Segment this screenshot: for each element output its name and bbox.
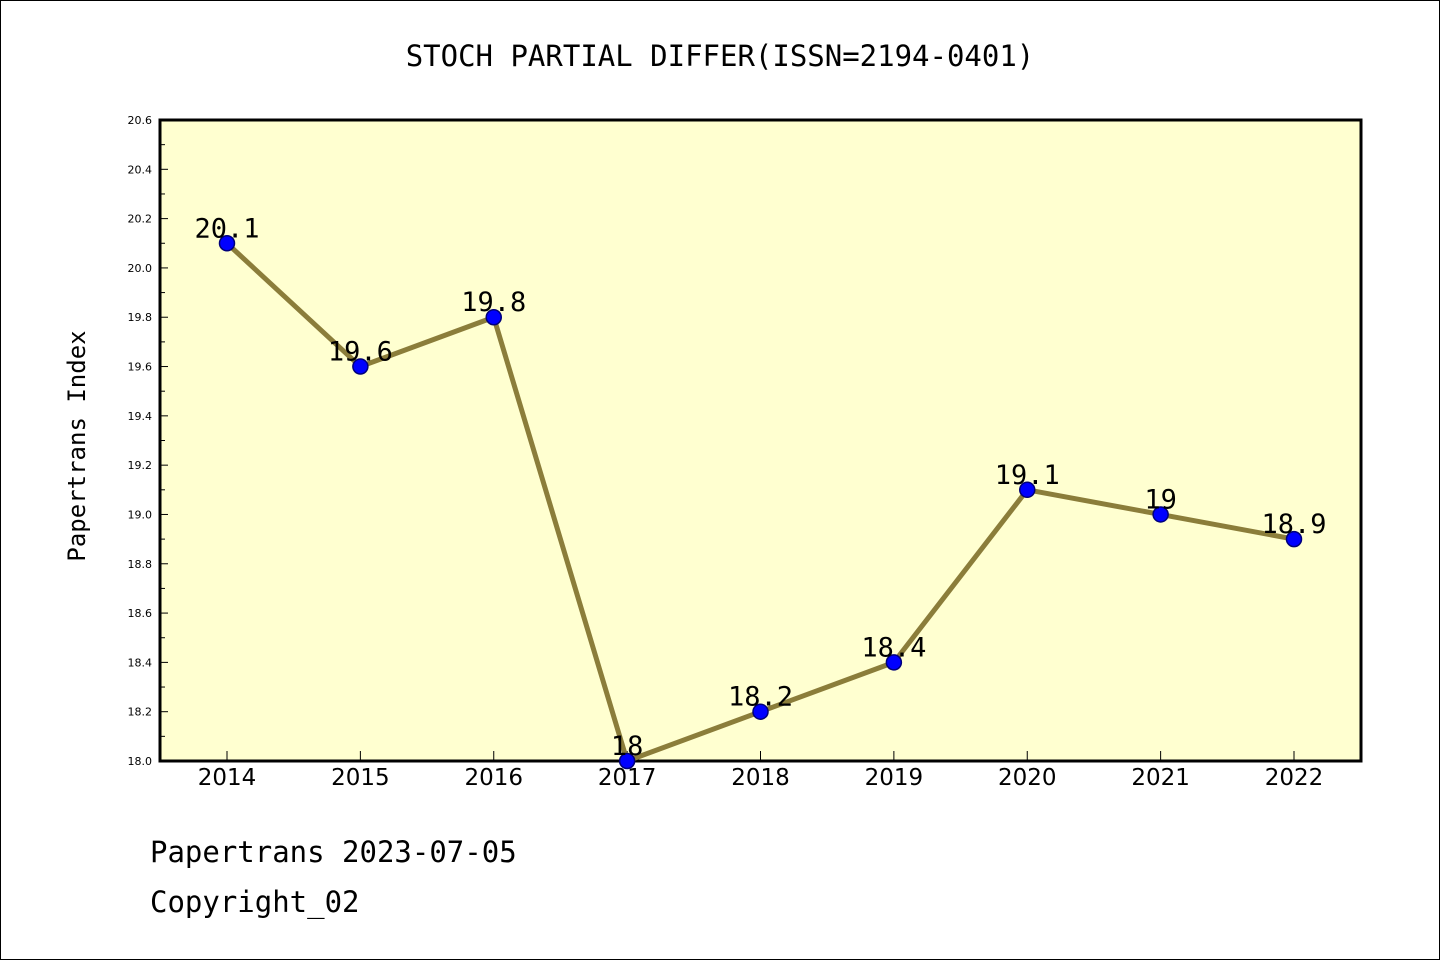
x-tick-label: 2022	[1265, 765, 1324, 791]
data-point	[885, 654, 903, 671]
y-tick-label: 18.8	[128, 558, 153, 571]
data-point	[352, 358, 369, 375]
y-tick-label: 19.6	[128, 361, 153, 374]
data-point	[618, 752, 636, 770]
footer-date: Papertrans 2023-07-05	[150, 835, 517, 869]
data-label: 18.9	[1261, 509, 1326, 540]
x-tick-label: 2014	[198, 765, 257, 791]
y-tick-label: 20.4	[128, 163, 153, 176]
data-label: 18.2	[728, 682, 793, 713]
y-tick-label: 18.4	[128, 656, 153, 669]
y-tick-label: 19.8	[128, 311, 153, 324]
x-tick-label: 2015	[331, 765, 390, 791]
y-tick-label: 19.2	[128, 459, 153, 472]
x-tick-label: 2021	[1131, 765, 1190, 791]
data-label: 19.6	[328, 337, 393, 368]
y-tick-label: 18.0	[128, 755, 153, 768]
footer-copyright: Copyright_02	[150, 885, 360, 919]
x-axis: 2014 2015 2016 2017 2018 2019 2020 2021 2022	[198, 751, 1324, 791]
data-label: 18	[611, 731, 644, 762]
data-point	[752, 703, 769, 720]
data-label: 20.1	[194, 213, 259, 244]
data-point	[1019, 481, 1036, 499]
chart-title: STOCH PARTIAL DIFFER(ISSN=2194-0401)	[406, 39, 1035, 73]
y-tick-label: 20.0	[128, 262, 153, 275]
series-group	[218, 235, 1303, 770]
data-label: 18.4	[861, 632, 926, 663]
data-labels-group: 20.1 19.6 19.8 18 18.2 18.4 19.1 19 18.9	[194, 213, 1326, 762]
y-tick-label: 18.6	[128, 607, 153, 620]
data-point	[1285, 530, 1303, 548]
data-point	[218, 235, 236, 252]
data-point	[1152, 506, 1169, 523]
y-axis: 18.0 18.2 18.4 18.6 18.8 19.0 19.2 19.4 19.6 19.8…	[128, 114, 168, 768]
data-point	[485, 308, 502, 326]
y-tick-label: 18.2	[128, 706, 153, 719]
data-label: 19.1	[995, 460, 1060, 491]
x-tick-label: 2018	[731, 765, 790, 791]
y-tick-label: 19.0	[128, 508, 153, 521]
data-label: 19	[1144, 484, 1177, 515]
plot-area	[158, 118, 1363, 763]
y-axis-label: Papertrans Index	[63, 330, 91, 561]
x-tick-label: 2020	[998, 765, 1057, 791]
y-tick-label: 20.6	[128, 114, 153, 127]
x-tick-label: 2019	[865, 765, 924, 791]
x-tick-label: 2016	[464, 765, 523, 791]
x-tick-label: 2017	[598, 765, 657, 791]
data-label: 19.8	[461, 287, 526, 318]
y-tick-label: 19.4	[128, 410, 153, 423]
y-tick-label: 20.2	[128, 213, 153, 226]
